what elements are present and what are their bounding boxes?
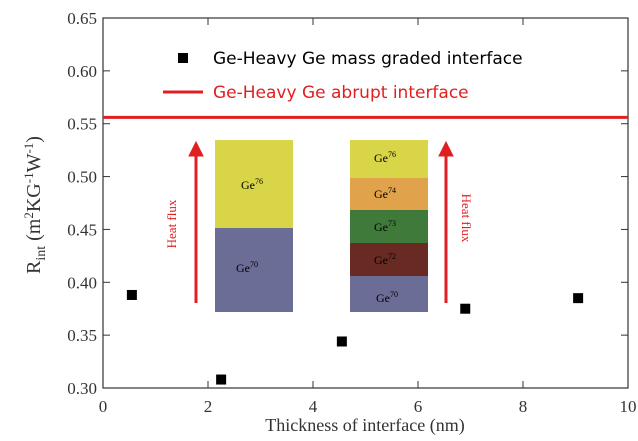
- annotation: Heat flux: [459, 194, 474, 243]
- arrow-head: [438, 140, 454, 157]
- annotation: Ge72: [374, 252, 396, 267]
- legend-marker: [178, 53, 188, 63]
- point: [573, 293, 584, 304]
- arrow-head: [188, 140, 204, 157]
- point: [216, 374, 227, 385]
- x-tick-label: 8: [519, 397, 528, 416]
- layer: [350, 276, 428, 312]
- y-tick-label: 0.60: [67, 62, 97, 81]
- layer: [215, 140, 293, 228]
- annotation: Ge73: [374, 219, 396, 234]
- x-axis-label: Thickness of interface (nm): [265, 415, 464, 436]
- y-label-part: ): [23, 136, 45, 143]
- annotation-sup: 72: [388, 252, 396, 261]
- y-label-part: (m: [23, 218, 45, 246]
- y-tick-label: 0.40: [67, 273, 97, 292]
- annotation: Ge70: [236, 260, 258, 275]
- x-tick-label: 0: [99, 397, 108, 416]
- layer: [215, 228, 293, 312]
- point: [460, 303, 471, 314]
- y-label-part: KG: [23, 183, 45, 212]
- x-tick-label: 2: [204, 397, 213, 416]
- y-tick-label: 0.55: [67, 115, 97, 134]
- annotation-text: Ge: [241, 178, 255, 192]
- y-label-part: R: [23, 260, 45, 274]
- y-tick-label: 0.30: [67, 379, 97, 398]
- y-tick-label: 0.65: [67, 9, 97, 28]
- annotation-text: Ge: [236, 261, 250, 275]
- annotation-text: Ge: [376, 291, 390, 305]
- annotation-text: Ge: [374, 187, 388, 201]
- x-tick-label: 6: [414, 397, 423, 416]
- point: [336, 336, 347, 347]
- x-tick-label: 10: [620, 397, 637, 416]
- annotation: Ge70: [376, 290, 398, 305]
- annotation-text: Ge: [374, 253, 388, 267]
- y-label-part: W: [23, 153, 45, 172]
- annotation: Ge76: [374, 150, 396, 165]
- arrows: [188, 140, 454, 303]
- layer: [350, 210, 428, 243]
- x-tick-label: 4: [309, 397, 318, 416]
- legend-label: Ge-Heavy Ge mass graded interface: [213, 49, 523, 69]
- layer: [350, 140, 428, 178]
- plot-frame: [102, 17, 629, 389]
- annotation: Ge76: [241, 177, 263, 192]
- layer: [350, 243, 428, 276]
- annotation-text: Ge: [374, 220, 388, 234]
- annotation-sup: 76: [255, 177, 263, 186]
- y-label-part: -1: [21, 143, 36, 154]
- annotation-sup: 70: [390, 290, 398, 299]
- y-tick-label: 0.50: [67, 168, 97, 187]
- annotation-sup: 70: [250, 260, 258, 269]
- point: [126, 289, 137, 300]
- y-tick-label: 0.35: [67, 326, 97, 345]
- y-axis-label: Rint (m2KG-1W-1): [21, 136, 49, 274]
- y-label-part: 2: [21, 212, 36, 219]
- annotation-sup: 73: [388, 219, 396, 228]
- legend-label: Ge-Heavy Ge abrupt interface: [213, 83, 469, 103]
- y-tick-label: 0.45: [67, 220, 97, 239]
- annotation: Ge74: [374, 186, 396, 201]
- inset-left: [215, 140, 293, 312]
- y-label-part: -1: [21, 172, 36, 183]
- layer: [350, 178, 428, 210]
- y-label-part: int: [34, 246, 49, 261]
- annotation-sup: 74: [388, 186, 396, 195]
- annotation-text: Ge: [374, 151, 388, 165]
- annotation: Heat flux: [164, 199, 179, 248]
- annotation-sup: 76: [388, 150, 396, 159]
- inset-right: [350, 140, 428, 312]
